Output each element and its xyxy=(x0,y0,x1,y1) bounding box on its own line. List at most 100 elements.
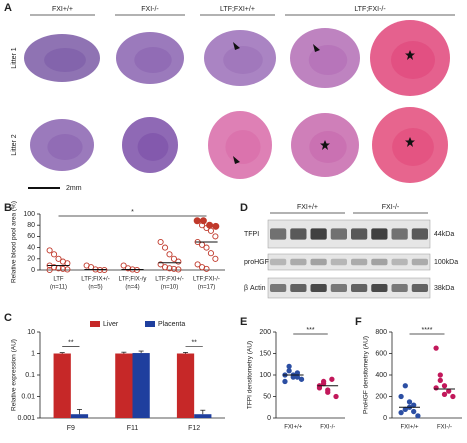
data-point xyxy=(162,244,169,251)
data-point xyxy=(64,266,71,273)
x-tick-label: LTF;FXI+/- xyxy=(155,277,183,283)
y-tick-label: 0.1 xyxy=(25,372,35,379)
data-point xyxy=(175,258,182,265)
x-tick-label: FXI-/- xyxy=(320,425,335,431)
panel-letter: F xyxy=(355,316,362,328)
data-point xyxy=(316,385,323,391)
y-tick-label: 0 xyxy=(267,415,271,422)
x-tick-note: (n=10) xyxy=(161,285,179,291)
data-point-filled xyxy=(206,221,214,229)
y-tick-label: 1 xyxy=(31,350,35,357)
data-point xyxy=(286,363,292,370)
blot-band xyxy=(411,228,428,240)
significance-label: * xyxy=(131,209,134,216)
data-point xyxy=(96,266,103,274)
y-tick-label: 600 xyxy=(375,350,387,357)
band-label: TFPI xyxy=(244,231,259,238)
blot-band xyxy=(310,228,327,240)
y-tick-label: 60 xyxy=(27,233,35,240)
y-tick-label: 20 xyxy=(27,256,35,263)
tissue-core xyxy=(44,48,86,72)
data-point xyxy=(175,266,182,273)
y-tick-label: 0.001 xyxy=(17,415,35,422)
y-axis-label: ProHGF densitometry (AU) xyxy=(363,336,370,414)
data-point xyxy=(433,345,439,351)
size-label: 38kDa xyxy=(434,285,454,292)
data-point xyxy=(441,383,448,389)
data-point-filled xyxy=(199,217,207,225)
data-point xyxy=(286,368,292,374)
blot-band xyxy=(330,228,347,240)
x-tick-label: LTF;FXI-/- xyxy=(193,277,220,283)
data-point xyxy=(55,255,62,262)
x-tick-note: (n=5) xyxy=(88,285,102,291)
data-point-filled xyxy=(212,222,220,230)
y-tick-label: 200 xyxy=(259,329,271,336)
size-label: 44kDa xyxy=(434,231,454,238)
x-tick-label: LTF xyxy=(53,277,64,283)
y-axis-label: TFPI densitometry (AU) xyxy=(247,341,254,409)
blot-band xyxy=(330,284,347,292)
data-point xyxy=(125,265,132,272)
scale-label: 2mm xyxy=(66,185,82,192)
x-tick-note: (n=4) xyxy=(125,285,139,291)
y-tick-label: 80 xyxy=(27,222,35,229)
data-point xyxy=(411,408,417,415)
panel-letter: D xyxy=(240,202,248,214)
data-point xyxy=(212,255,219,262)
tissue-core xyxy=(47,134,83,160)
x-tick-note: (n=17) xyxy=(198,285,216,291)
data-point xyxy=(398,409,404,416)
arrowhead xyxy=(233,42,240,50)
data-point xyxy=(207,250,214,257)
data-point xyxy=(51,251,58,258)
blot-band xyxy=(290,258,307,266)
y-tick-label: 100 xyxy=(259,372,271,379)
arrowhead xyxy=(233,156,240,164)
bar xyxy=(115,353,133,418)
data-point xyxy=(294,374,301,380)
column-header: FXI+/+ xyxy=(52,6,73,13)
tissue-core xyxy=(223,46,263,74)
band-label: proHGF xyxy=(244,259,269,266)
data-point xyxy=(329,376,335,382)
data-point xyxy=(157,238,164,246)
row-label: Litter 2 xyxy=(11,134,18,156)
data-point xyxy=(437,372,443,378)
x-tick-label: LTF;FIX-/y xyxy=(119,277,147,283)
panel-letter: C xyxy=(4,312,12,324)
tissue-core xyxy=(137,133,169,161)
blot-band xyxy=(391,258,408,266)
data-point xyxy=(402,406,408,413)
y-axis-label: Relative expression (AU) xyxy=(11,339,18,411)
data-point xyxy=(203,244,210,251)
y-tick-label: 0 xyxy=(31,267,35,274)
star xyxy=(405,50,415,60)
data-point xyxy=(294,370,301,376)
band-label: β Actin xyxy=(244,285,266,292)
legend-swatch xyxy=(90,321,100,327)
data-point xyxy=(166,265,173,272)
y-tick-label: 150 xyxy=(259,350,271,357)
star xyxy=(320,140,330,150)
blot-band xyxy=(290,228,307,240)
y-axis-label: Relative blood pool area (%) xyxy=(11,201,18,283)
data-point xyxy=(411,402,417,408)
arrowhead xyxy=(313,44,320,52)
bar xyxy=(132,353,150,418)
y-tick-label: 800 xyxy=(375,329,387,336)
blot-band xyxy=(411,284,428,292)
data-point xyxy=(415,413,421,419)
data-point xyxy=(59,265,66,272)
blot-band xyxy=(351,284,368,292)
data-point xyxy=(398,393,404,400)
blot-band xyxy=(371,228,388,240)
star xyxy=(405,137,415,147)
x-tick-label: LTF;FIX+/- xyxy=(81,277,109,283)
data-point xyxy=(162,264,169,271)
blot-band xyxy=(351,228,368,240)
row-label: Litter 1 xyxy=(11,47,18,69)
blot-band xyxy=(290,284,307,292)
significance-label: ** xyxy=(191,339,197,346)
